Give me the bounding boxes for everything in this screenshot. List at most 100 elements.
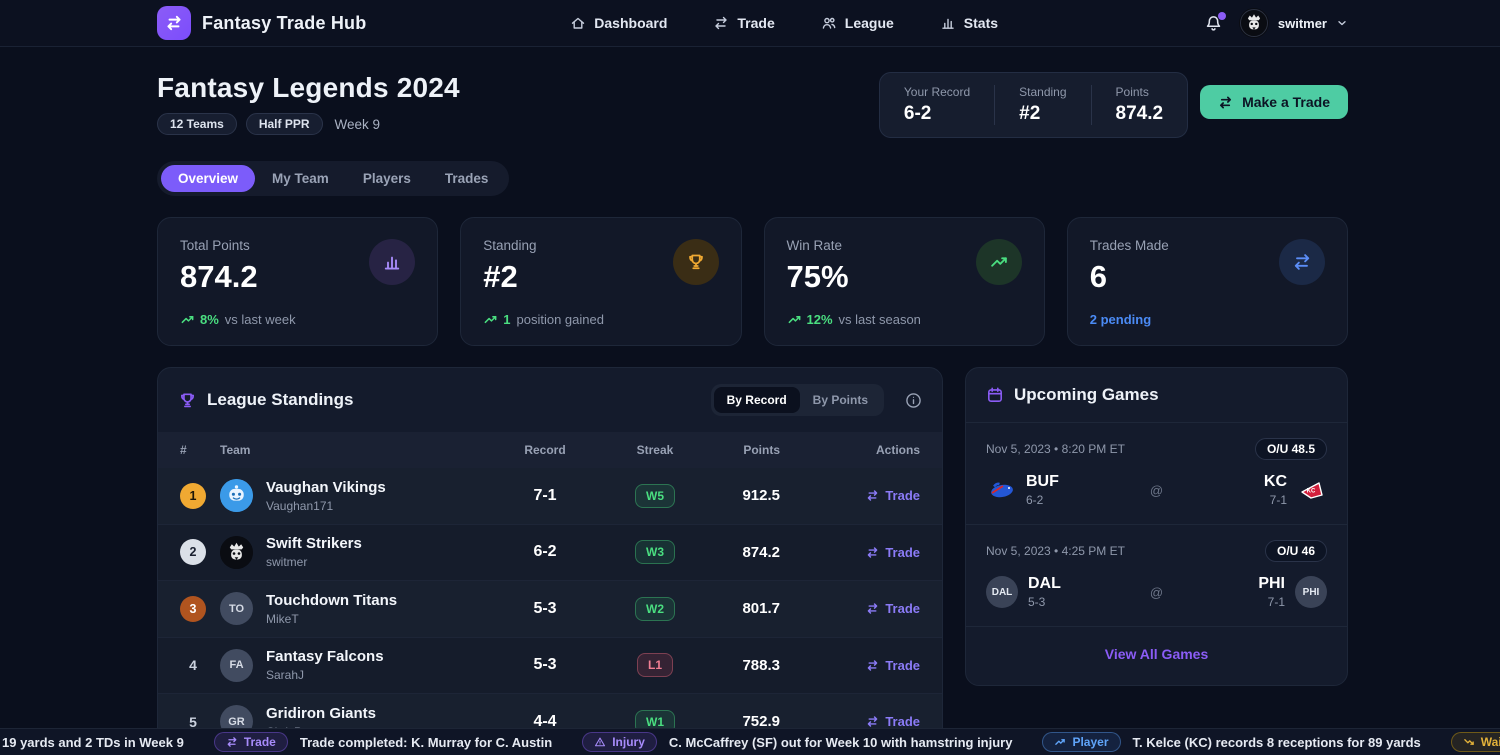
stat-card-total-points: Total Points 874.2 8% vs last week bbox=[157, 217, 439, 346]
swap-icon bbox=[165, 14, 183, 32]
bell-icon bbox=[1204, 14, 1223, 33]
view-tabs: Overview My Team Players Trades bbox=[157, 161, 510, 196]
games-title: Upcoming Games bbox=[1014, 385, 1159, 404]
bills-logo bbox=[986, 479, 1016, 501]
rank-badge: 5 bbox=[189, 713, 197, 730]
notifications-button[interactable] bbox=[1202, 11, 1226, 35]
tab-my-team[interactable]: My Team bbox=[272, 171, 329, 186]
info-icon[interactable] bbox=[905, 392, 922, 409]
warning-icon bbox=[594, 736, 606, 748]
users-icon bbox=[821, 15, 837, 31]
trade-button[interactable]: Trade bbox=[866, 545, 920, 560]
summary-points: Points 874.2 bbox=[1090, 85, 1188, 125]
week-label: Week 9 bbox=[334, 116, 381, 132]
toggle-by-points[interactable]: By Points bbox=[812, 393, 868, 407]
brand: Fantasy Trade Hub bbox=[157, 6, 366, 40]
table-row: 4 FA Fantasy Falcons SarahJ 5-3 L1 788.3 bbox=[158, 637, 942, 694]
pending-trades-link[interactable]: 2 pending bbox=[1089, 312, 1152, 327]
ticker-item: Waiver D. Hopkins claimed off waivers bbox=[1450, 732, 1500, 752]
game-card: Nov 5, 2023 • 8:20 PM ET O/U 48.5 BUF 6-… bbox=[966, 423, 1347, 525]
swap-icon bbox=[866, 602, 879, 615]
notification-dot bbox=[1217, 11, 1226, 20]
swap-icon bbox=[866, 489, 879, 502]
trend-down-icon bbox=[1463, 736, 1475, 748]
rank-badge: 4 bbox=[189, 657, 197, 674]
user-menu[interactable]: switmer bbox=[1238, 8, 1348, 38]
over-under-badge: O/U 48.5 bbox=[1254, 438, 1327, 460]
team-owner: MikeT bbox=[266, 611, 299, 626]
swap-icon bbox=[226, 736, 238, 748]
avatar bbox=[1238, 8, 1269, 38]
trade-button[interactable]: Trade bbox=[866, 714, 920, 729]
at-symbol: @ bbox=[1149, 584, 1164, 600]
navbar: Fantasy Trade Hub Dashboard Trade League… bbox=[0, 0, 1500, 47]
team-record: 7-1 bbox=[1267, 595, 1285, 609]
team-record: 6-2 bbox=[1026, 493, 1044, 507]
team-name: Gridiron Giants bbox=[266, 704, 377, 722]
rank-badge: 2 bbox=[180, 539, 206, 566]
team-abbr: BUF bbox=[1026, 473, 1059, 490]
trade-button[interactable]: Trade bbox=[866, 488, 920, 503]
tab-overview[interactable]: Overview bbox=[161, 165, 256, 192]
home-team: KC 7-1 KC bbox=[1199, 473, 1327, 507]
at-symbol: @ bbox=[1149, 482, 1164, 498]
streak-badge: W2 bbox=[635, 596, 675, 621]
swap-icon bbox=[866, 546, 879, 559]
summary-your-record: Your Record 6-2 bbox=[903, 85, 971, 124]
app-logo bbox=[157, 6, 191, 40]
team-abbr: PHI bbox=[1258, 575, 1285, 592]
nav-dashboard[interactable]: Dashboard bbox=[570, 15, 667, 31]
streak-badge: L1 bbox=[636, 653, 673, 678]
team-owner: switmer bbox=[266, 555, 308, 570]
tab-trades[interactable]: Trades bbox=[444, 171, 489, 186]
game-datetime: Nov 5, 2023 • 4:25 PM ET bbox=[986, 544, 1125, 558]
points: 912.5 bbox=[742, 487, 780, 505]
table-row: 3 TO Touchdown Titans MikeT 5-3 W2 801.7 bbox=[158, 581, 942, 638]
team-logo-fallback: PHI bbox=[1295, 576, 1327, 608]
bar-chart-icon bbox=[369, 239, 416, 285]
game-datetime: Nov 5, 2023 • 8:20 PM ET bbox=[986, 442, 1125, 456]
team-avatar: TO bbox=[220, 592, 253, 626]
record: 6-2 bbox=[533, 543, 557, 561]
trend-up-icon: 1 bbox=[483, 312, 510, 327]
nav-league[interactable]: League bbox=[821, 15, 894, 31]
make-a-trade-button[interactable]: Make a Trade bbox=[1200, 85, 1348, 119]
toggle-by-record[interactable]: By Record bbox=[713, 387, 800, 413]
streak-badge: W5 bbox=[635, 483, 675, 508]
record: 5-3 bbox=[533, 599, 557, 617]
nav-links: Dashboard Trade League Stats bbox=[366, 15, 1201, 31]
over-under-badge: O/U 46 bbox=[1264, 540, 1327, 562]
streak-badge: W3 bbox=[635, 540, 675, 565]
stat-card-trades-made: Trades Made 6 2 pending bbox=[1066, 217, 1348, 346]
standings-title: League Standings bbox=[207, 390, 354, 409]
team-name: Swift Strikers bbox=[266, 535, 362, 553]
view-all-games-link[interactable]: View All Games bbox=[1104, 646, 1209, 662]
table-row: 1 Vaughan Vikings Vaughan171 7-1 W5 912.… bbox=[158, 468, 942, 525]
nav-right: switmer bbox=[1202, 8, 1348, 38]
record: 5-3 bbox=[533, 656, 557, 674]
chiefs-logo: KC bbox=[1297, 479, 1327, 501]
rank-badge: 1 bbox=[180, 482, 206, 509]
points: 788.3 bbox=[742, 656, 780, 674]
bar-chart-icon bbox=[940, 15, 956, 31]
tab-players[interactable]: Players bbox=[362, 171, 411, 186]
home-icon bbox=[570, 15, 586, 31]
ticker-item: Injury C. McCaffrey (SF) out for Week 10… bbox=[582, 732, 1012, 752]
team-name: Vaughan Vikings bbox=[266, 478, 386, 496]
table-row: 2 Swift Strikers switmer 6-2 W3 874.2 bbox=[158, 524, 942, 581]
brand-name: Fantasy Trade Hub bbox=[202, 12, 367, 33]
ticker-item: Player T. Kelce (KC) records 8 reception… bbox=[1042, 732, 1421, 752]
nav-trade[interactable]: Trade bbox=[713, 15, 775, 31]
game-card: Nov 5, 2023 • 4:25 PM ET O/U 46 DAL DAL … bbox=[966, 525, 1347, 627]
standings-table-body: 1 Vaughan Vikings Vaughan171 7-1 W5 912.… bbox=[158, 468, 942, 751]
trade-button[interactable]: Trade bbox=[866, 658, 920, 673]
swap-icon bbox=[713, 15, 729, 31]
team-owner: SarahJ bbox=[266, 668, 305, 683]
swap-icon bbox=[866, 715, 879, 728]
trade-button[interactable]: Trade bbox=[866, 601, 920, 616]
trend-up-icon: 12% bbox=[787, 312, 833, 327]
page-title: Fantasy Legends 2024 bbox=[157, 72, 460, 103]
nav-stats[interactable]: Stats bbox=[940, 15, 998, 31]
team-avatar bbox=[220, 479, 253, 513]
team-record: 7-1 bbox=[1269, 493, 1287, 507]
